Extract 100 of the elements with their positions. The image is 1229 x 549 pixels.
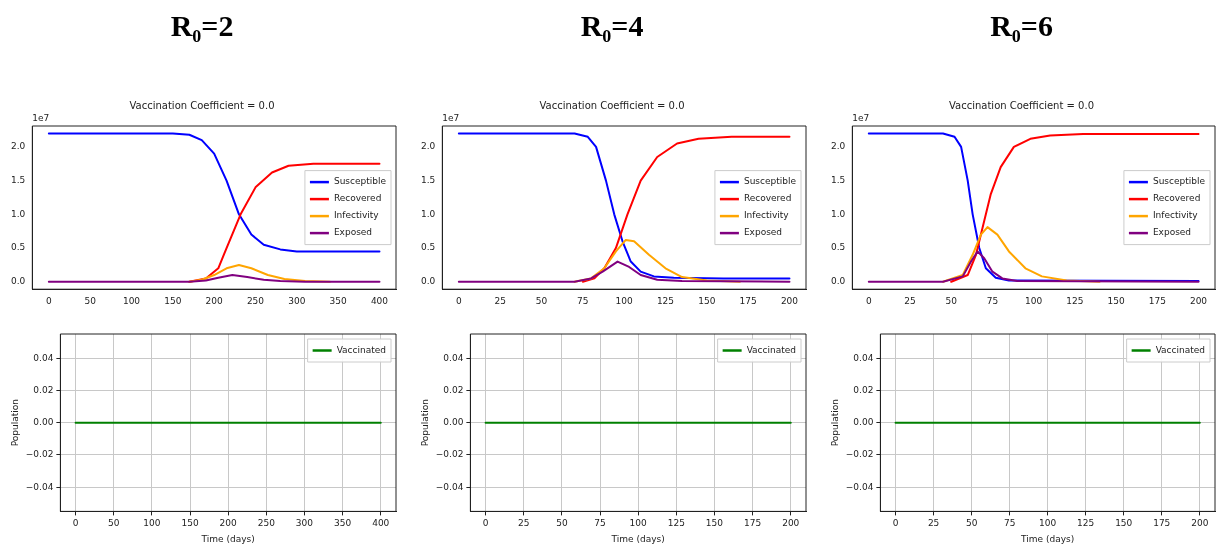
x-tick-label: 0	[72, 518, 79, 529]
x-tick-label: 125	[667, 518, 685, 529]
x-tick-label: 150	[164, 295, 182, 306]
x-tick-label: 250	[246, 295, 265, 306]
y-tick-label: −0.04	[845, 481, 874, 492]
y-tick-label: 1.0	[830, 208, 846, 219]
y-tick-label: 0.0	[420, 276, 436, 287]
x-tick-label: 125	[1077, 518, 1095, 529]
y-tick-label: −0.04	[25, 481, 54, 492]
x-tick-label: 0	[455, 295, 462, 306]
y-tick-label: 0.02	[33, 384, 54, 395]
legend-label: Recovered	[743, 193, 792, 204]
x-tick-label: 150	[705, 518, 724, 529]
y-axis-title: Population	[419, 399, 430, 447]
y-tick-label: 0.04	[853, 352, 874, 363]
legend-label: Susceptible	[333, 176, 387, 187]
x-tick-label: 150	[698, 295, 716, 306]
x-tick-label: 25	[904, 295, 916, 306]
legend-label: Infectivity	[743, 210, 790, 221]
y-tick-label: −0.02	[845, 449, 874, 460]
y-tick-label: −0.02	[25, 449, 54, 460]
y-axis-title: Population	[829, 399, 840, 447]
text: 1e7	[852, 112, 870, 123]
x-tick-label: 400	[370, 295, 389, 306]
x-tick-label: 75	[986, 295, 999, 306]
x-tick-label: 25	[927, 518, 940, 529]
x-axis-title: Time (days)	[1020, 533, 1075, 544]
x-tick-label: 50	[945, 295, 958, 306]
y-tick-label: 0.02	[443, 384, 464, 395]
x-axis-title: Time (days)	[200, 533, 255, 544]
x-tick-label: 75	[1003, 518, 1016, 529]
x-tick-label: 200	[1189, 295, 1208, 306]
x-tick-label: 250	[257, 518, 276, 529]
x-tick-label: 75	[577, 295, 589, 306]
y-tick-label: 0.0	[10, 276, 26, 287]
y-tick-label: 1.5	[420, 174, 436, 185]
y-tick-label: 0.0	[830, 276, 846, 287]
x-tick-label: 200	[780, 295, 799, 306]
x-tick-label: 100	[1025, 295, 1043, 306]
chart-subtitle: Vaccination Coefficient = 0.0	[539, 99, 685, 111]
x-tick-label: 200	[205, 295, 224, 306]
x-tick-label: 150	[1107, 295, 1125, 306]
y-tick-label: 1.0	[10, 208, 26, 219]
x-tick-label: 150	[1115, 518, 1133, 529]
legend-label: Vaccinated	[1155, 344, 1206, 355]
y-tick-label: −0.02	[435, 449, 464, 460]
text: 1e7	[32, 112, 50, 123]
y-tick-label: 0.5	[420, 242, 436, 253]
y-tick-label: 0.5	[830, 242, 846, 253]
chart-subtitle: Vaccination Coefficient = 0.0	[129, 99, 275, 111]
legend-label: Exposed	[743, 227, 783, 238]
legend-label: Exposed	[333, 227, 373, 238]
x-tick-label: 50	[535, 295, 548, 306]
y-tick-label: 1.5	[830, 174, 846, 185]
x-tick-label: 0	[45, 295, 52, 306]
y-tick-label: 2.0	[830, 141, 846, 152]
legend-label: Vaccinated	[336, 344, 387, 355]
x-tick-label: 25	[518, 518, 530, 529]
y-tick-label: 0.00	[33, 417, 54, 428]
legend-label: Vaccinated	[746, 344, 797, 355]
y-tick-label: 0.00	[853, 417, 874, 428]
text: 1e7	[442, 112, 460, 123]
y-tick-label: 1.0	[420, 208, 436, 219]
x-tick-label: 75	[594, 518, 606, 529]
y-tick-label: 0.04	[443, 352, 464, 363]
x-tick-label: 350	[334, 518, 352, 529]
x-tick-label: 300	[288, 295, 306, 306]
x-tick-label: 200	[219, 518, 238, 529]
x-tick-label: 25	[494, 295, 506, 306]
y-tick-label: 2.0	[420, 141, 436, 152]
legend-label: Infectivity	[333, 210, 380, 221]
x-tick-label: 0	[892, 518, 899, 529]
y-tick-label: 0.00	[443, 417, 464, 428]
x-tick-label: 150	[181, 518, 199, 529]
legend-label: Susceptible	[743, 176, 797, 187]
y-tick-label: 0.02	[853, 384, 874, 395]
y-tick-label: 1.5	[10, 174, 26, 185]
y-tick-label: 0.5	[10, 242, 26, 253]
x-tick-label: 100	[615, 295, 634, 306]
x-tick-label: 175	[739, 295, 757, 306]
x-tick-label: 0	[865, 295, 872, 306]
x-axis-title: Time (days)	[610, 533, 665, 544]
x-tick-label: 125	[1066, 295, 1084, 306]
chart-title: R₀=4	[580, 8, 644, 42]
y-tick-label: 0.04	[33, 352, 54, 363]
chart-subtitle: Vaccination Coefficient = 0.0	[948, 99, 1095, 111]
x-tick-label: 300	[295, 518, 314, 529]
y-tick-label: 2.0	[10, 141, 26, 152]
x-tick-label: 350	[329, 295, 347, 306]
x-tick-label: 100	[1039, 518, 1057, 529]
x-tick-label: 100	[629, 518, 648, 529]
x-tick-label: 50	[108, 518, 120, 529]
x-tick-label: 400	[372, 518, 390, 529]
y-tick-label: −0.04	[435, 481, 464, 492]
legend-label: Infectivity	[1152, 210, 1199, 221]
legend-label: Recovered	[333, 193, 382, 204]
legend-label: Susceptible	[1152, 176, 1206, 187]
y-axis-title: Population	[9, 399, 20, 447]
x-tick-label: 175	[1153, 518, 1171, 529]
x-tick-label: 175	[744, 518, 762, 529]
